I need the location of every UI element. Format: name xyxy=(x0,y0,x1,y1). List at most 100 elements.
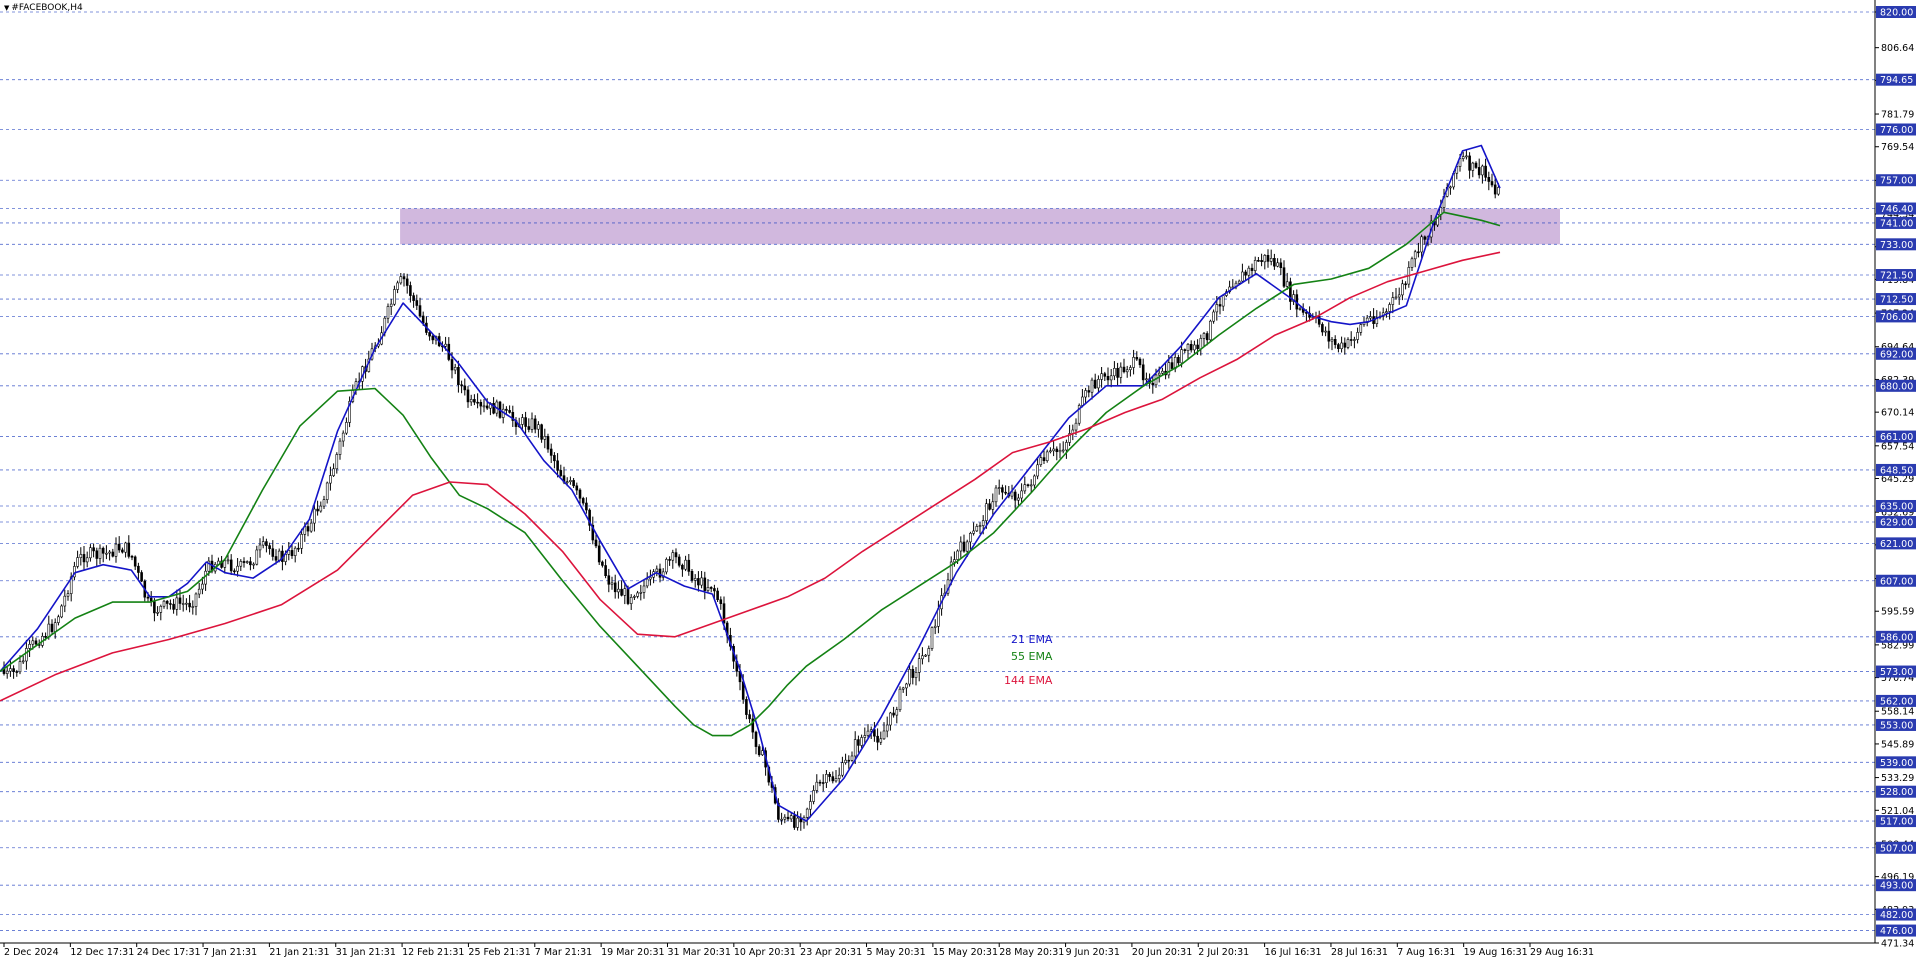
candle-body xyxy=(617,588,620,593)
candle-body xyxy=(1205,333,1209,341)
legend-ema55: 55 EMA xyxy=(1011,650,1053,663)
candle-body xyxy=(1109,375,1113,381)
candle-body xyxy=(1388,304,1391,312)
candle-body xyxy=(559,470,563,476)
candle-body xyxy=(319,505,323,512)
candle-body xyxy=(181,603,185,605)
candle-body xyxy=(476,401,479,404)
candle-body xyxy=(1125,369,1129,373)
candle-body xyxy=(914,671,918,678)
candle-body xyxy=(879,738,883,743)
candle-body xyxy=(607,575,611,585)
candle-body xyxy=(169,603,172,605)
chart-title[interactable]: ▼ #FACEBOOK,H4 xyxy=(4,3,83,13)
candle-body xyxy=(1180,349,1183,364)
price-tick-label: 582.99 xyxy=(1881,640,1914,651)
candle-body xyxy=(540,424,543,440)
time-axis[interactable]: 2 Dec 2024 12 Dec 17:31 24 Dec 17:31 7 Jan … xyxy=(3,943,1594,958)
candle-body xyxy=(412,295,415,301)
candle-body xyxy=(124,542,127,553)
level-label: 661.00 xyxy=(1880,432,1913,443)
candle-body xyxy=(857,739,860,746)
level-label: 573.00 xyxy=(1880,667,1913,678)
candle-body xyxy=(1481,165,1484,176)
candle-body xyxy=(1129,367,1132,371)
level-label: 648.50 xyxy=(1880,465,1913,476)
candle-body xyxy=(697,578,700,586)
candle-body xyxy=(1084,390,1087,398)
level-label-bg xyxy=(1876,841,1916,854)
candle-body xyxy=(597,545,601,563)
level-label-bg xyxy=(1876,785,1916,798)
candle-body xyxy=(268,545,271,549)
candle-body xyxy=(1039,457,1043,466)
candle-body xyxy=(1298,308,1302,310)
candle-body xyxy=(700,577,703,586)
candle-body xyxy=(706,587,710,591)
candle-body xyxy=(693,578,697,581)
candle-body xyxy=(463,385,467,391)
candle-body xyxy=(690,570,694,581)
candle-body xyxy=(805,808,809,818)
level-label: 507.00 xyxy=(1880,843,1913,854)
candle-body xyxy=(953,559,956,563)
candle-body xyxy=(703,577,707,591)
candle-body xyxy=(1375,316,1379,325)
candle-body xyxy=(1292,294,1295,302)
candle-body xyxy=(146,596,150,599)
candle-body xyxy=(866,730,870,736)
candle-body xyxy=(1413,251,1417,260)
candle-body xyxy=(1116,367,1119,378)
candle-body xyxy=(255,549,259,565)
candle-body xyxy=(1490,181,1494,186)
candle-body xyxy=(297,547,300,550)
candle-body xyxy=(1212,311,1215,322)
candle-body xyxy=(201,583,204,590)
candle-body xyxy=(1391,297,1395,305)
time-tick-label: 15 May 20:31 xyxy=(933,947,998,958)
candle-body xyxy=(815,781,819,791)
chart-menu-arrow-icon[interactable]: ▼ xyxy=(4,4,10,12)
candle-body xyxy=(53,622,57,633)
candle-body xyxy=(927,648,931,656)
candle-body xyxy=(1250,267,1254,271)
candle-body xyxy=(613,582,617,593)
candle-body xyxy=(1269,257,1273,262)
candle-body xyxy=(345,422,348,434)
candle-body xyxy=(105,552,108,555)
candle-body xyxy=(1321,324,1324,333)
candle-body xyxy=(322,499,326,507)
candle-body xyxy=(1135,356,1139,360)
level-label: 482.00 xyxy=(1880,910,1913,921)
candle-body xyxy=(178,597,182,604)
candle-body xyxy=(1189,343,1193,351)
candle-body xyxy=(69,576,73,594)
candle-body xyxy=(1247,267,1251,276)
candle-body xyxy=(185,602,188,605)
candle-body xyxy=(25,648,28,662)
candle-body xyxy=(889,712,892,726)
price-axis[interactable]: 471.34483.93496.19508.44521.04533.29545.… xyxy=(1875,8,1914,950)
candle-body xyxy=(313,508,316,524)
candle-body xyxy=(12,668,15,672)
candle-body xyxy=(485,405,489,409)
candle-body xyxy=(831,776,835,782)
candle-body xyxy=(821,782,825,784)
candle-body xyxy=(985,503,988,521)
candle-body xyxy=(1244,271,1247,276)
candle-body xyxy=(674,552,678,558)
time-tick-label: 25 Feb 21:31 xyxy=(468,947,530,958)
candle-body xyxy=(988,503,991,510)
price-tick-label: 744.34 xyxy=(1881,210,1914,221)
candle-body xyxy=(274,556,278,561)
candle-body xyxy=(933,625,937,628)
candle-body xyxy=(194,593,198,607)
candle-body xyxy=(1055,448,1059,453)
candle-body xyxy=(156,611,159,614)
candle-body xyxy=(841,762,844,776)
candle-body xyxy=(1193,344,1196,351)
time-tick-label: 28 Jul 16:31 xyxy=(1331,947,1388,958)
candle-body xyxy=(453,366,457,371)
candle-body xyxy=(421,315,425,324)
